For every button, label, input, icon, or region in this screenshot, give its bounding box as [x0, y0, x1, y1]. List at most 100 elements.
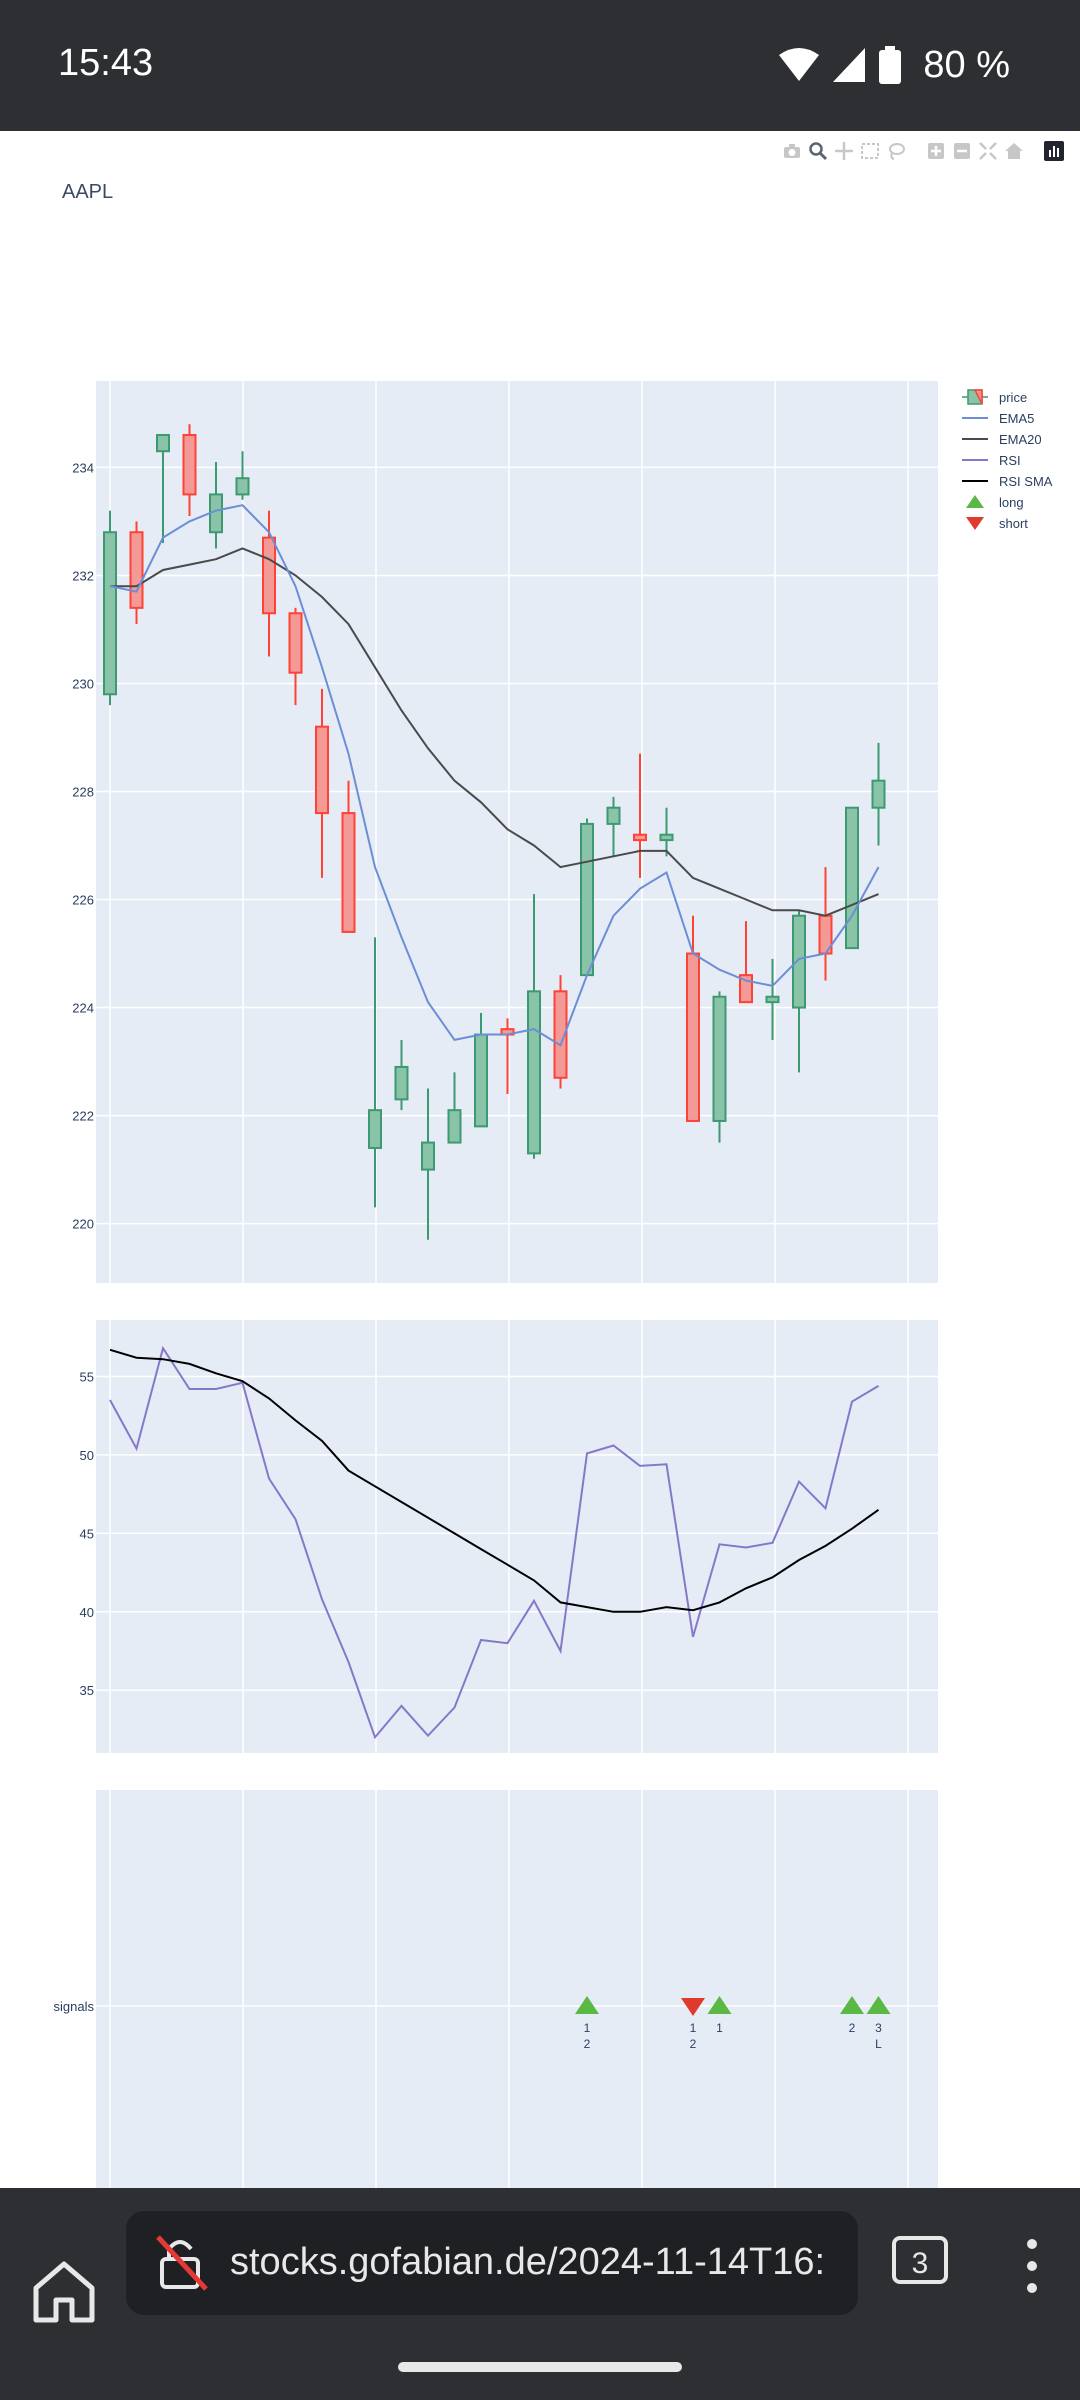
- chart-title: AAPL: [62, 181, 114, 203]
- box-select-icon[interactable]: [860, 141, 880, 161]
- signal-label: 3: [875, 2021, 882, 2035]
- more-vert-icon[interactable]: [1022, 2236, 1042, 2296]
- rsi-background[interactable]: [96, 1320, 938, 1753]
- candle-body[interactable]: [686, 952, 700, 1122]
- short-signal-marker[interactable]: [681, 1998, 705, 2016]
- legend-item-label[interactable]: EMA5: [999, 411, 1034, 426]
- camera-icon[interactable]: [782, 141, 802, 161]
- modebar: [782, 141, 1064, 161]
- price-ytick-label: 228: [72, 784, 94, 799]
- candle-body[interactable]: [845, 806, 859, 950]
- signals-background[interactable]: [96, 1790, 938, 2188]
- candle-body[interactable]: [447, 1109, 462, 1144]
- legend-item-label[interactable]: short: [999, 516, 1028, 531]
- long-signal-marker[interactable]: [840, 1996, 864, 2014]
- legend-item-label[interactable]: EMA20: [999, 432, 1042, 447]
- candle-body[interactable]: [315, 725, 329, 815]
- signal-label: 2: [584, 2037, 591, 2051]
- tabs-icon[interactable]: 3: [892, 2236, 948, 2284]
- status-time: 15:43: [58, 42, 154, 84]
- candle-body[interactable]: [606, 806, 621, 825]
- zoom-icon[interactable]: [808, 141, 828, 161]
- legend-swatch: [973, 389, 983, 405]
- url-text[interactable]: stocks.gofabian.de/2024-11-14T16:: [230, 2241, 826, 2283]
- long-signal-marker[interactable]: [575, 1996, 599, 2014]
- candle-body[interactable]: [394, 1065, 409, 1101]
- candle-body[interactable]: [792, 914, 806, 1009]
- signal-label: 1: [690, 2021, 697, 2035]
- signal-label: 2: [690, 2037, 697, 2051]
- url-bar[interactable]: stocks.gofabian.de/2024-11-14T16:: [126, 2211, 858, 2315]
- legend-item-label[interactable]: RSI SMA: [999, 474, 1053, 489]
- candle-body[interactable]: [474, 1033, 488, 1128]
- candle-body[interactable]: [156, 434, 170, 453]
- rsi-ytick-label: 55: [80, 1369, 94, 1384]
- wifi-icon: [779, 48, 820, 81]
- candle-body[interactable]: [368, 1109, 382, 1149]
- autoscale-icon[interactable]: [978, 141, 998, 161]
- rsi-ytick-label: 40: [80, 1605, 94, 1620]
- price-background[interactable]: [96, 381, 938, 1283]
- signal-label: 1: [584, 2021, 591, 2035]
- price-ytick-label: 234: [72, 460, 94, 475]
- legend: price EMA5 EMA20 RSI RSI SMA long short: [962, 389, 1053, 531]
- signal-label: 2: [849, 2021, 856, 2035]
- price-panel: 220 222 224 226 228 230 232 234: [72, 381, 938, 1283]
- battery-icon: [879, 46, 902, 84]
- candle-body[interactable]: [633, 833, 647, 842]
- candle-body[interactable]: [235, 477, 250, 496]
- rsi-ytick-label: 50: [80, 1448, 94, 1463]
- lasso-icon[interactable]: [886, 141, 906, 161]
- candle-body[interactable]: [129, 531, 144, 609]
- price-ytick-label: 222: [72, 1109, 94, 1124]
- candle-body[interactable]: [421, 1141, 435, 1171]
- candle-body[interactable]: [871, 779, 886, 809]
- candle-body[interactable]: [527, 990, 541, 1155]
- candle-body[interactable]: [712, 995, 727, 1122]
- rsi-sma-line[interactable]: [109, 1348, 880, 1613]
- chart-page: AAPL 220 222 224 226 228 230 232 234 35 40 45 50 55…: [0, 131, 1080, 2188]
- battery-percent: 80 %: [923, 43, 1010, 86]
- ema5-line[interactable]: [109, 504, 880, 1047]
- long-signal-marker[interactable]: [866, 1996, 891, 2014]
- legend-swatch: [966, 517, 984, 530]
- signals-panel: signals 1 2 1 2 1 2 3 L: [54, 1790, 938, 2188]
- legend-item-label[interactable]: long: [999, 495, 1024, 510]
- ema20-line[interactable]: [110, 547, 879, 917]
- zoom-out-icon[interactable]: [952, 141, 972, 161]
- legend-swatch: [966, 495, 984, 508]
- legend-item-label[interactable]: price: [999, 390, 1027, 405]
- candle-body[interactable]: [765, 995, 780, 1004]
- pan-icon[interactable]: [834, 141, 854, 161]
- candle-body[interactable]: [288, 612, 303, 674]
- home-icon[interactable]: [30, 2258, 98, 2326]
- candle-body[interactable]: [182, 434, 197, 496]
- candle-body[interactable]: [262, 536, 276, 615]
- status-icons: 80 %: [779, 40, 1010, 90]
- home-icon[interactable]: [1004, 141, 1024, 161]
- rsi-line[interactable]: [109, 1345, 880, 1740]
- lock-off-icon[interactable]: [154, 2233, 210, 2293]
- signal-label: L: [875, 2037, 882, 2051]
- candle-body[interactable]: [659, 833, 674, 842]
- price-ytick-label: 230: [72, 676, 94, 691]
- status-bar: 15:43 80 %: [0, 0, 1080, 131]
- candle-body[interactable]: [341, 812, 356, 933]
- long-signal-marker[interactable]: [707, 1996, 732, 2014]
- signals-ylabel: signals: [54, 1999, 95, 2014]
- price-ytick-label: 224: [72, 1001, 94, 1016]
- signal-label: 1: [716, 2021, 723, 2035]
- legend-item-label[interactable]: RSI: [999, 453, 1021, 468]
- rsi-ytick-label: 35: [80, 1683, 94, 1698]
- candle-body[interactable]: [103, 531, 117, 696]
- gesture-bar[interactable]: [398, 2362, 682, 2372]
- zoom-in-icon[interactable]: [926, 141, 946, 161]
- candle-body[interactable]: [580, 822, 594, 977]
- rsi-panel: 35 40 45 50 55: [80, 1320, 938, 1753]
- price-ytick-label: 220: [72, 1217, 94, 1232]
- signal-icon: [833, 48, 866, 82]
- plotly-logo-icon[interactable]: [1044, 141, 1064, 161]
- price-ytick-label: 226: [72, 893, 94, 908]
- candle-body[interactable]: [553, 990, 568, 1079]
